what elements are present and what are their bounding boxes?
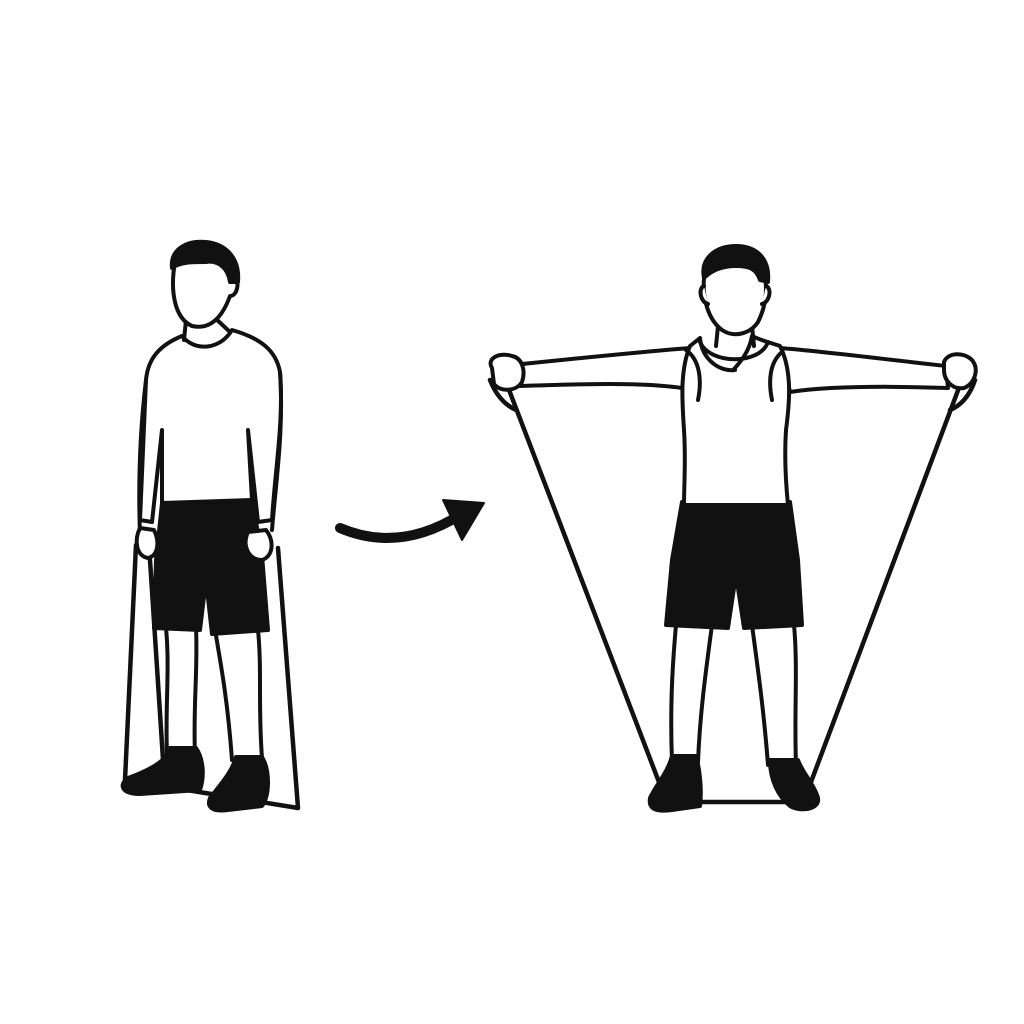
end-position-figure bbox=[487, 244, 978, 813]
end-arms bbox=[488, 346, 978, 394]
curved-arrow-icon bbox=[335, 499, 485, 543]
start-torso bbox=[138, 328, 283, 524]
start-shoes bbox=[120, 746, 270, 813]
start-head bbox=[169, 239, 241, 342]
start-legs bbox=[164, 626, 264, 762]
end-shoes bbox=[647, 754, 821, 813]
start-shorts bbox=[152, 498, 270, 636]
end-shorts bbox=[664, 500, 804, 630]
end-tank-top-details bbox=[684, 340, 784, 402]
end-torso bbox=[680, 334, 792, 507]
start-position-figure bbox=[120, 239, 301, 813]
end-legs bbox=[669, 623, 798, 767]
end-head bbox=[698, 244, 772, 348]
start-arms bbox=[134, 370, 284, 562]
